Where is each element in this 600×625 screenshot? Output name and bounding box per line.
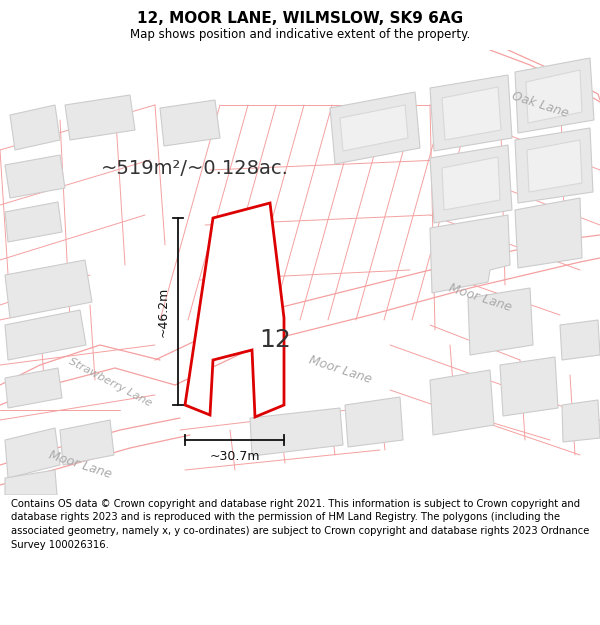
Polygon shape [5, 470, 57, 495]
Polygon shape [10, 105, 60, 150]
Text: ~519m²/~0.128ac.: ~519m²/~0.128ac. [101, 159, 289, 177]
Polygon shape [468, 288, 533, 355]
Polygon shape [345, 397, 403, 447]
Text: ~30.7m: ~30.7m [209, 450, 260, 463]
Polygon shape [430, 370, 494, 435]
Polygon shape [500, 357, 558, 416]
Polygon shape [250, 408, 343, 456]
Text: Moor Lane: Moor Lane [447, 282, 513, 314]
Polygon shape [185, 203, 284, 417]
Polygon shape [442, 157, 500, 210]
Polygon shape [430, 145, 512, 223]
Polygon shape [526, 70, 582, 123]
Polygon shape [527, 140, 582, 192]
Polygon shape [60, 420, 114, 465]
Polygon shape [515, 58, 594, 133]
Text: ~46.2m: ~46.2m [157, 286, 170, 337]
Polygon shape [515, 128, 593, 203]
Text: Contains OS data © Crown copyright and database right 2021. This information is : Contains OS data © Crown copyright and d… [11, 499, 589, 550]
Polygon shape [340, 105, 408, 151]
Polygon shape [5, 368, 62, 408]
Text: Strawberry Lane: Strawberry Lane [67, 356, 153, 408]
Polygon shape [330, 92, 420, 164]
Text: 12, MOOR LANE, WILMSLOW, SK9 6AG: 12, MOOR LANE, WILMSLOW, SK9 6AG [137, 11, 463, 26]
Polygon shape [515, 198, 582, 268]
Polygon shape [562, 400, 600, 442]
Polygon shape [5, 310, 86, 360]
Text: Moor Lane: Moor Lane [307, 354, 373, 386]
Polygon shape [5, 155, 65, 198]
Polygon shape [5, 428, 60, 478]
Polygon shape [560, 320, 600, 360]
Polygon shape [442, 87, 501, 140]
Polygon shape [5, 202, 62, 242]
Polygon shape [160, 100, 220, 146]
Polygon shape [430, 215, 510, 293]
Polygon shape [430, 75, 512, 151]
Text: Map shows position and indicative extent of the property.: Map shows position and indicative extent… [130, 28, 470, 41]
Text: 12: 12 [259, 328, 291, 352]
Text: Moor Lane: Moor Lane [47, 449, 113, 481]
Text: Oak Lane: Oak Lane [510, 90, 570, 120]
Polygon shape [5, 260, 92, 318]
Polygon shape [65, 95, 135, 140]
